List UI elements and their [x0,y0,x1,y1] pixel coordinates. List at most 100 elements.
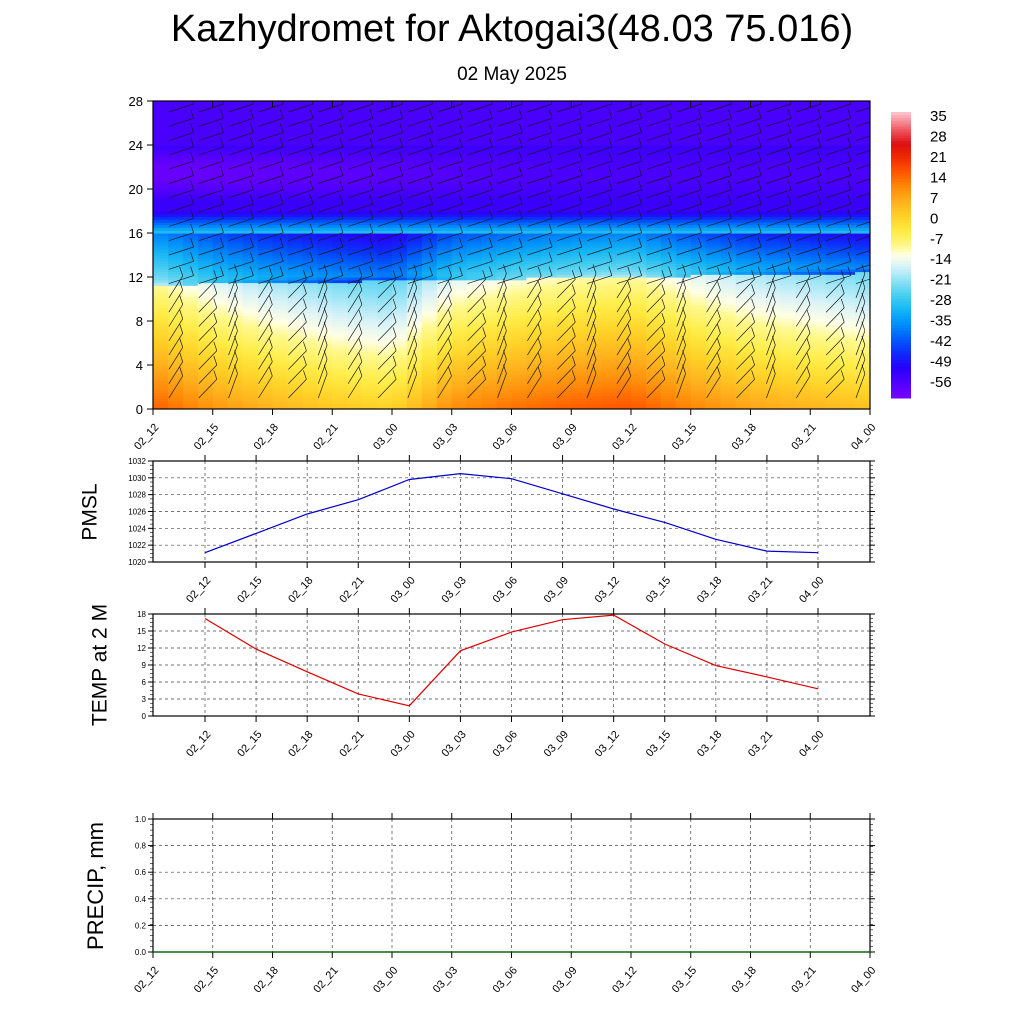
heatmap-cell [720,263,737,267]
heatmap-cell [362,381,378,385]
heatmap-cell [197,362,214,366]
heatmap-cell [526,235,542,240]
heatmap-cell [660,120,677,124]
heatmap-cell [690,403,707,407]
heatmap-cell [242,180,259,185]
heatmap-cell [436,293,453,297]
heatmap-cell [481,359,498,363]
heatmap-cell [272,277,289,281]
heatmap-cell [347,103,363,108]
heatmap-cell [780,318,796,322]
heatmap-cell [197,211,214,215]
heatmap-cell [675,101,692,105]
heatmap-cell [257,378,274,383]
heatmap-cell [392,400,408,405]
heatmap-cell [616,271,632,275]
heatmap-cell [631,112,647,116]
heatmap-cell [660,263,677,267]
heatmap-cell [466,362,483,366]
heatmap-cell [317,246,333,251]
heatmap-cell [406,123,423,127]
heatmap-cell [586,197,602,201]
heatmap-cell [347,101,363,105]
heatmap-cell [526,376,542,380]
heatmap-cell [526,268,542,273]
heatmap-cell [466,156,483,160]
heatmap-cell [362,238,378,242]
heatmap-cell [242,343,259,347]
heatmap-cell [272,326,289,330]
heatmap-cell [795,158,811,163]
heatmap-cell [227,145,244,149]
heatmap-cell [332,293,348,297]
heatmap-cell [182,290,199,295]
heatmap-cell [451,378,468,383]
heatmap-cell [153,356,169,361]
heatmap-cell [780,271,796,275]
heatmap-cell [317,109,333,113]
heatmap-cell [645,139,662,143]
heatmap-cell [287,200,303,204]
heatmap-cell [690,299,707,303]
heatmap-cell [735,274,752,278]
heatmap-cell [645,117,662,121]
heatmap-cell [750,356,767,361]
heatmap-cell [362,365,378,369]
heatmap-cell [810,224,826,229]
heatmap-cell [347,230,363,234]
heatmap-cell [795,395,811,399]
heatmap-cell [586,257,602,262]
heatmap-cell [571,398,587,402]
heatmap-cell [601,227,617,231]
heatmap-cell [631,387,647,391]
heatmap-cell [571,186,587,190]
heatmap-cell [347,345,363,350]
heatmap-cell [421,263,438,267]
heatmap-cell [765,315,781,319]
heatmap-cell [197,222,214,226]
heatmap-cell [302,213,318,218]
heatmap-cell [317,200,333,204]
heatmap-cell [451,403,468,407]
heatmap-cell [182,216,199,220]
heatmap-cell [287,103,303,108]
heatmap-cell [795,315,811,319]
heatmap-cell [347,178,363,182]
heatmap-cell [317,235,333,240]
heatmap-cell [631,323,647,328]
heatmap-cell [302,288,318,292]
heatmap-cell [780,246,796,251]
heatmap-cell [197,112,214,116]
heatmap-cell [631,400,647,405]
heatmap-cell [392,274,408,278]
heatmap-cell [705,268,722,273]
heatmap-cell [481,392,498,396]
heatmap-cell [347,114,363,119]
heatmap-cell [227,378,244,383]
heatmap-cell [601,304,617,308]
heatmap-cell [780,153,796,157]
heatmap-cell [212,337,229,341]
heatmap-cell [556,106,572,110]
heatmap-cell [182,277,199,281]
heatmap-cell [377,315,393,319]
heatmap-cell [705,134,722,138]
heatmap-cell [347,156,363,160]
heatmap-cell [451,301,468,306]
heatmap-cell [616,200,632,204]
heatmap-cell [645,158,662,163]
heatmap-cell [466,249,483,253]
heatmap-cell [182,244,199,248]
heatmap-cell [795,277,811,281]
heatmap-cell [197,252,214,256]
heatmap-cell [182,131,199,135]
heatmap-cell [377,189,393,193]
heatmap-cell [436,158,453,163]
heatmap-cell [197,178,214,182]
heatmap-cell [242,263,259,267]
heatmap-cell [735,381,752,385]
heatmap-cell [720,373,737,377]
heatmap-cell [631,301,647,306]
heatmap-cell [227,169,244,174]
heatmap-cell [750,389,767,394]
